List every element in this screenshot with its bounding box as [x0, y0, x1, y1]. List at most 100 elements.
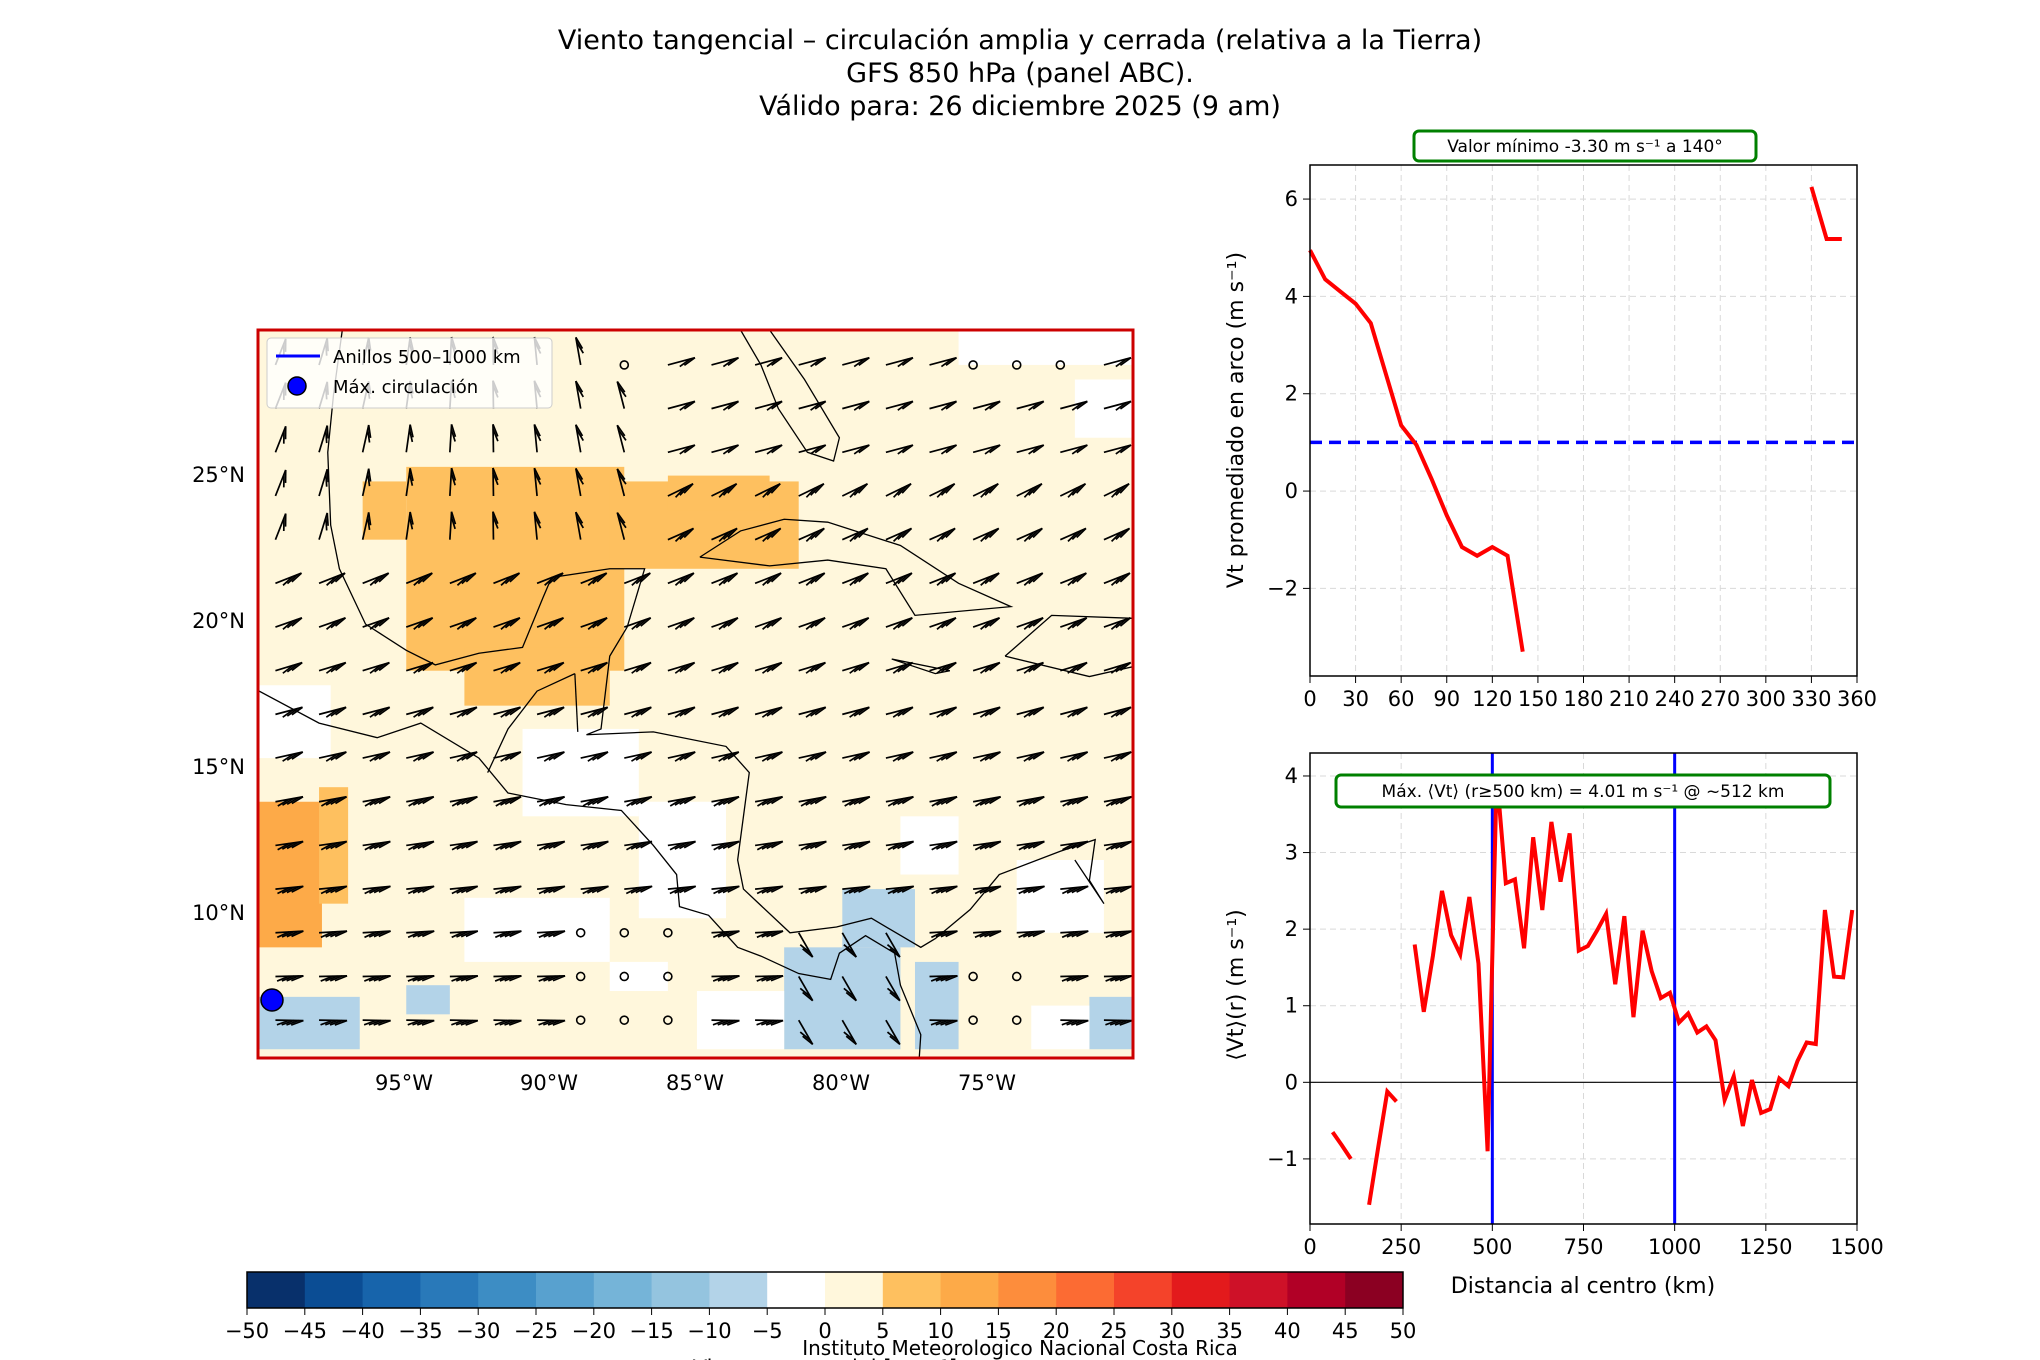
wind-barb-staff [580, 661, 608, 672]
wind-barb-flag [936, 620, 948, 630]
wind-barb-flag [683, 796, 696, 805]
calm-marker [575, 1015, 586, 1025]
map-legend: Anillos 500–1000 km Máx. circulación [266, 337, 553, 409]
x-tick-label: 500 [1472, 1235, 1512, 1259]
wind-barb-flag [533, 511, 541, 524]
wind-barb-flag [897, 574, 909, 585]
wind-barb-flag [286, 707, 299, 717]
wind-barb-flag [508, 1019, 522, 1026]
wind-barb-staff [841, 932, 858, 958]
wind-barb-flag [770, 483, 781, 494]
wind-barb-staff [754, 572, 782, 585]
wind-barb-staff [972, 661, 1001, 672]
wind-barb-flag [1032, 661, 1045, 672]
wind-barb-flag [575, 428, 585, 442]
shaded-cell [784, 947, 901, 1050]
wind-barb-flag [989, 706, 1001, 716]
wind-barb-flag [575, 380, 584, 393]
wind-barb-flag [320, 886, 334, 895]
wind-barb-flag [325, 708, 338, 718]
wind-barb-staff [536, 616, 564, 628]
calm-marker [1011, 1015, 1022, 1025]
wind-barb-flag [1105, 886, 1118, 895]
plot-marks [1308, 186, 1857, 652]
wind-barb-flag [543, 797, 556, 806]
x-tick-label: 270 [1700, 687, 1740, 711]
wind-barb-flag [1110, 886, 1123, 894]
wind-barb-staff [711, 751, 740, 759]
wind-barb-staff [275, 751, 303, 759]
wind-barb-flag [325, 1019, 338, 1026]
wind-barb-flag [722, 401, 735, 411]
wind-barb-flag [1032, 930, 1046, 938]
wind-barb-staff [754, 706, 783, 716]
wind-barb-flag [679, 358, 691, 368]
wind-barb-flag [757, 798, 770, 807]
wind-barb-flag [674, 620, 686, 630]
calm-marker [575, 927, 586, 938]
wind-barb-flag [945, 975, 958, 982]
y-tick-label: 0 [1285, 1070, 1298, 1094]
grid [1309, 165, 1858, 676]
wind-barb-flag [617, 429, 627, 441]
wind-barb-flag [979, 753, 992, 762]
wind-barb-flag [722, 663, 735, 673]
wind-barb-flag [291, 706, 304, 716]
wind-barb-flag [727, 483, 738, 494]
wind-barb-staff [361, 512, 370, 540]
wind-barb-flag [408, 798, 421, 807]
wind-barb-flag [935, 975, 949, 982]
wind-barb-flag [722, 930, 736, 938]
wind-barb-flag [494, 1019, 508, 1026]
colorbar-cell [1171, 1272, 1231, 1308]
wind-barb-flag [374, 752, 386, 761]
wind-barb-flag [1076, 400, 1088, 410]
wind-barb-staff [1103, 885, 1132, 890]
wind-barb-staff [362, 885, 391, 890]
wind-barb-flag [320, 1019, 334, 1026]
wind-barb-flag [674, 797, 687, 806]
wind-barb-flag [363, 975, 377, 982]
wind-barb-staff [449, 885, 478, 890]
wind-barb-flag [282, 620, 294, 630]
wind-barb-flag [591, 796, 604, 806]
wind-barb-flag [460, 930, 474, 938]
wind-barb-flag [543, 975, 556, 982]
wind-barb-flag [1018, 842, 1031, 851]
wind-barb-flag [761, 842, 774, 850]
wind-barb-flag [330, 707, 343, 717]
wind-barb-flag [683, 661, 696, 672]
wind-barb-flag [277, 842, 290, 851]
wind-barb-staff [275, 975, 304, 978]
wind-barb-staff [1103, 527, 1130, 541]
wind-barb-flag [722, 574, 734, 585]
wind-barb-flag [1071, 401, 1084, 411]
colorbar-tick-label: 5 [876, 1319, 889, 1343]
wind-barb-flag [1023, 797, 1036, 806]
map-shading [258, 330, 1133, 1058]
wind-barb-staff [711, 840, 740, 847]
wind-barb-staff [318, 840, 347, 847]
wind-barb-staff [318, 795, 347, 803]
wind-barb-flag [679, 707, 691, 717]
wind-barb-flag [492, 472, 499, 486]
wind-barb-staff [623, 572, 651, 585]
wind-barb-flag [325, 753, 338, 762]
wind-barb-staff [536, 661, 565, 672]
wind-barb-flag [727, 975, 740, 982]
wind-barb-staff [885, 482, 912, 497]
wind-barb-staff [616, 424, 626, 453]
wind-barb-flag [373, 841, 387, 850]
wind-barb-staff [798, 795, 827, 803]
legend-max-label: Máx. circulación [333, 377, 478, 398]
wind-barb-flag [407, 975, 421, 982]
wind-barb-flag [669, 842, 682, 851]
wind-barb-flag [373, 796, 386, 806]
wind-barb-flag [761, 753, 774, 762]
colorbar-tick-label: −10 [687, 1319, 731, 1343]
figure-title-line1: Viento tangencial – circulación amplia y… [557, 25, 1483, 56]
wind-barb-staff [1103, 616, 1131, 628]
wind-barb-flag [640, 885, 653, 893]
wind-barb-staff [754, 444, 783, 454]
wind-barb-flag [1023, 620, 1035, 630]
